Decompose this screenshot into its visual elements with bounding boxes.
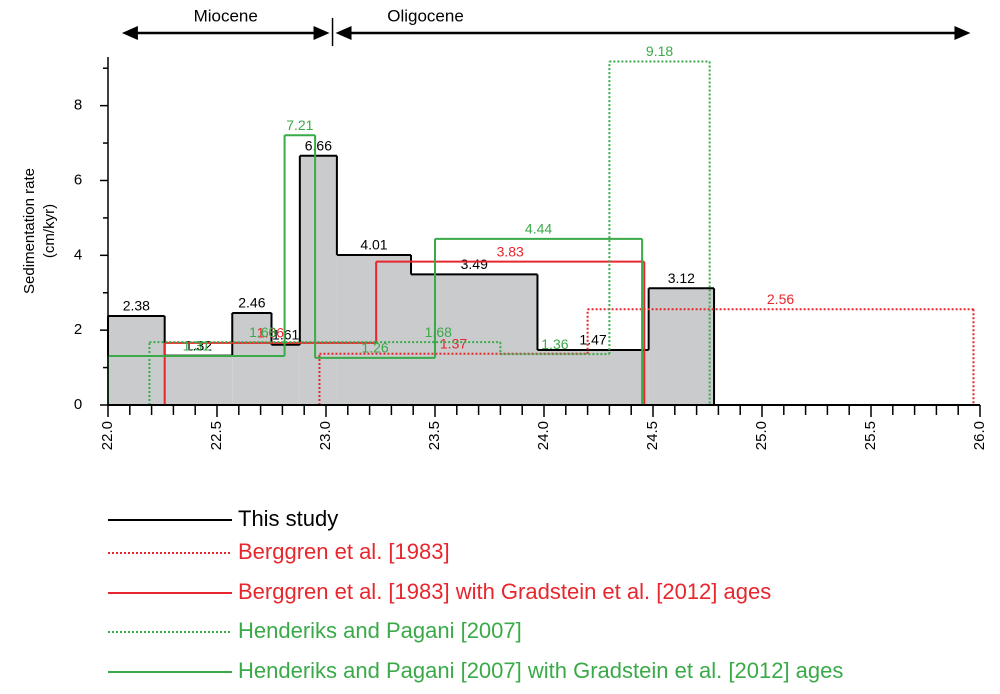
data-label: 9.18 [646, 43, 673, 59]
data-label: 3.12 [668, 270, 695, 286]
x-tick-label: 23.0 [317, 421, 334, 450]
step-fill [648, 288, 715, 405]
x-tick-label: 24.5 [644, 421, 661, 450]
data-label: 1.37 [440, 335, 467, 351]
step-fill [271, 344, 300, 405]
data-label: 7.21 [286, 117, 313, 133]
y-tick-label: 2 [74, 321, 82, 338]
arrow-head [121, 26, 138, 40]
arrow-head [954, 26, 971, 40]
x-tick-label: 25.0 [753, 421, 770, 450]
data-label: 1.36 [541, 336, 568, 352]
step-fill [299, 155, 337, 405]
arrow-head [335, 26, 352, 40]
legend-label: This study [238, 506, 338, 531]
y-axis-label: (cm/kyr) [41, 204, 58, 258]
data-label: 1.47 [579, 332, 606, 348]
x-tick-label: 26.0 [971, 421, 988, 450]
period-label: Oligocene [387, 6, 464, 25]
legend-label: Berggren et al. [1983] with Gradstein et… [238, 579, 771, 604]
x-tick-label: 22.5 [208, 421, 225, 450]
step-fill [164, 355, 233, 405]
data-label: 2.56 [767, 291, 794, 307]
data-label: 2.46 [238, 295, 265, 311]
x-tick-label: 23.5 [426, 421, 443, 450]
data-label: 1.26 [361, 340, 388, 356]
legend-label: Henderiks and Pagani [2007] [238, 618, 522, 643]
step-fill [232, 312, 272, 405]
legend-label: Berggren et al. [1983] [238, 539, 450, 564]
step-fill [411, 274, 538, 405]
data-label: 2.38 [123, 298, 150, 314]
data-label: 1.68 [249, 324, 276, 340]
data-label: 6.66 [305, 137, 332, 153]
y-tick-label: 0 [74, 396, 82, 413]
legend-label: Henderiks and Pagani [2007] with Gradste… [238, 658, 843, 683]
data-label: 1.31 [183, 338, 210, 354]
x-tick-label: 22.0 [99, 421, 116, 450]
y-tick-label: 4 [74, 246, 82, 263]
data-label: 4.01 [360, 237, 387, 253]
data-label: 3.49 [461, 256, 488, 272]
data-label: 1.61 [272, 326, 299, 342]
y-tick-label: 6 [74, 171, 82, 188]
period-label: Miocene [194, 6, 258, 25]
data-label: 4.44 [525, 221, 552, 237]
arrow-head [313, 26, 330, 40]
x-tick-label: 24.0 [535, 421, 552, 450]
x-tick-label: 25.5 [862, 421, 879, 450]
step-fill [108, 315, 165, 405]
step-fill [336, 254, 412, 405]
y-axis-label: Sedimentation rate [21, 168, 38, 294]
y-tick-label: 8 [74, 97, 82, 114]
step-fill [537, 349, 649, 405]
data-label: 1.66 [257, 325, 284, 341]
data-label: 3.83 [497, 243, 524, 259]
data-label: 1.68 [425, 324, 452, 340]
